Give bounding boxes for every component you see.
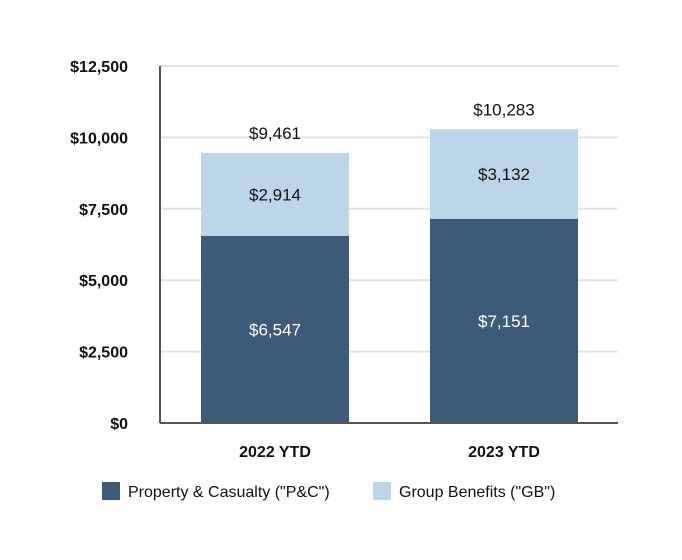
data-label: $3,132 <box>478 165 530 184</box>
bar-segment-pc <box>201 236 349 423</box>
y-tick-label: $10,000 <box>70 130 128 147</box>
data-label: $7,151 <box>478 312 530 331</box>
x-axis-categories: 2022 YTD 2023 YTD <box>239 444 540 461</box>
legend-label: Property & Casualty ("P&C") <box>128 484 330 501</box>
y-tick-label: $7,500 <box>79 202 128 219</box>
x-category-label: 2022 YTD <box>239 444 311 461</box>
legend-swatch <box>373 482 391 500</box>
legend-label: Group Benefits ("GB") <box>399 484 555 501</box>
y-tick-label: $0 <box>110 416 128 433</box>
total-label: $9,461 <box>249 124 301 143</box>
legend: Property & Casualty ("P&C") Group Benefit… <box>102 482 555 501</box>
total-label: $10,283 <box>473 100 534 119</box>
data-labels: $6,547 $2,914 $9,461 $7,151 $3,132 $10,283 <box>249 100 535 339</box>
y-tick-label: $12,500 <box>70 59 128 76</box>
data-label: $2,914 <box>249 185 301 204</box>
bars <box>201 129 578 423</box>
y-axis-ticks: $0 $2,500 $5,000 $7,500 $10,000 $12,500 <box>70 59 128 433</box>
x-category-label: 2023 YTD <box>468 444 540 461</box>
y-tick-label: $5,000 <box>79 273 128 290</box>
axes <box>159 66 618 424</box>
data-label: $6,547 <box>249 321 301 340</box>
bar-segment-gb <box>201 152 349 237</box>
y-tick-label: $2,500 <box>79 345 128 362</box>
legend-swatch <box>102 482 120 500</box>
bar-segment-pc <box>430 218 578 423</box>
bar-segment-gb <box>430 129 578 219</box>
